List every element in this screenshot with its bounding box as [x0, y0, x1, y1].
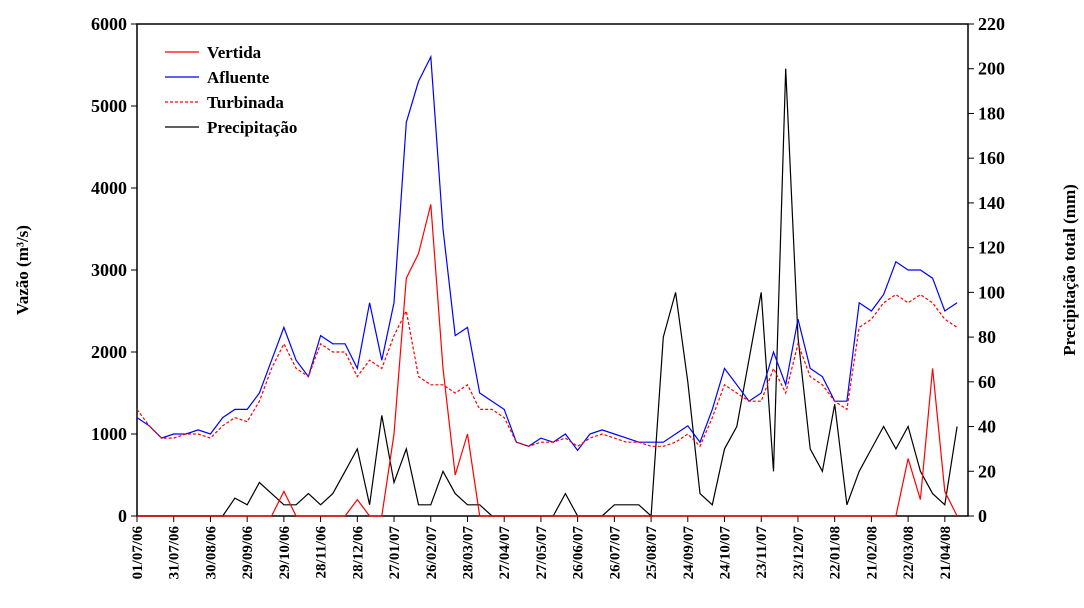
y-tick-label: 2000: [91, 342, 127, 362]
y2-tick-label: 80: [978, 327, 996, 347]
x-tick-label: 24/09/07: [681, 526, 697, 580]
x-tick-label: 23/11/07: [754, 526, 770, 579]
y2-tick-label: 220: [978, 14, 1005, 34]
y2-tick-label: 40: [978, 417, 996, 437]
y2-tick-label: 140: [978, 193, 1005, 213]
y-axis-label: Vazão (m³/s): [13, 225, 32, 315]
x-tick-label: 22/03/08: [901, 526, 917, 579]
y-tick-label: 6000: [91, 14, 127, 34]
y-tick-label: 5000: [91, 96, 127, 116]
x-tick-label: 31/07/06: [167, 526, 183, 580]
x-tick-label: 26/02/07: [424, 526, 440, 580]
x-tick-label: 26/06/07: [571, 526, 587, 580]
y2-tick-label: 0: [978, 506, 987, 526]
legend-label: Afluente: [207, 68, 270, 87]
y2-tick-label: 200: [978, 59, 1005, 79]
x-tick-label: 21/02/08: [864, 526, 880, 579]
legend-label: Turbinada: [207, 93, 284, 112]
x-tick-label: 28/12/06: [350, 526, 366, 580]
x-tick-label: 21/04/08: [938, 526, 954, 579]
y-tick-label: 3000: [91, 260, 127, 280]
x-tick-label: 27/05/07: [534, 526, 550, 580]
y2-tick-label: 120: [978, 238, 1005, 258]
x-tick-label: 29/09/06: [240, 526, 256, 580]
legend-label: Precipitação: [207, 118, 297, 137]
y-tick-label: 0: [118, 506, 127, 526]
series-line: [136, 54, 958, 452]
y2-tick-label: 20: [978, 461, 996, 481]
x-tick-label: 26/07/07: [607, 526, 623, 580]
y2-tick-label: 160: [978, 148, 1005, 168]
x-tick-label: 25/08/07: [644, 526, 660, 580]
x-tick-label: 01/07/06: [130, 526, 146, 580]
series-line: [136, 293, 958, 448]
y2-tick-label: 100: [978, 282, 1005, 302]
x-tick-label: 27/04/07: [497, 526, 513, 580]
x-tick-label: 29/10/06: [277, 526, 293, 580]
y-tick-label: 1000: [91, 424, 127, 444]
y2-tick-label: 60: [978, 372, 996, 392]
x-tick-label: 27/01/07: [387, 526, 403, 580]
y2-axis-label: Precipitação total (mm): [1060, 184, 1079, 356]
x-tick-label: 22/01/08: [828, 526, 844, 579]
x-tick-label: 28/03/07: [460, 526, 476, 580]
y2-tick-label: 180: [978, 103, 1005, 123]
legend-label: Vertida: [207, 43, 262, 62]
series-line: [137, 204, 958, 517]
x-tick-label: 23/12/07: [791, 526, 807, 580]
y-tick-label: 4000: [91, 178, 127, 198]
x-tick-label: 30/08/06: [203, 526, 219, 580]
x-tick-label: 24/10/07: [718, 526, 734, 580]
x-tick-label: 28/11/06: [314, 526, 330, 579]
